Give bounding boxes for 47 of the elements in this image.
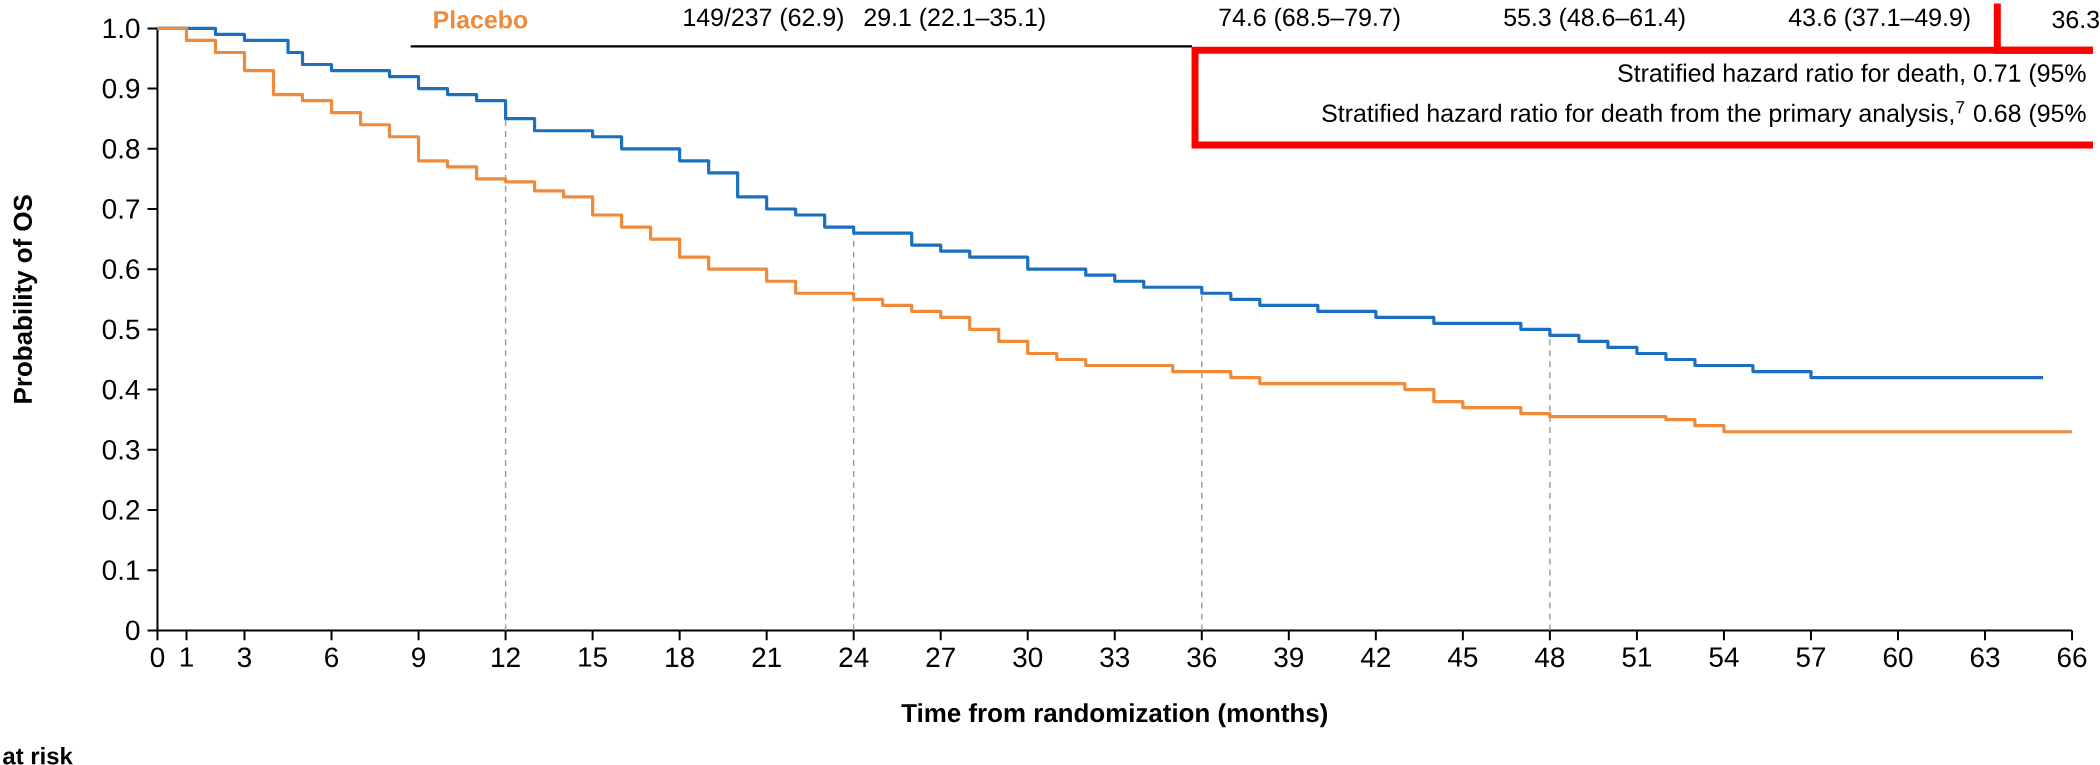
x-tick-label: 45 — [1447, 647, 1478, 667]
x-tick-label: 12 — [492, 647, 520, 667]
text: at risk — [3, 747, 73, 765]
annotation: 149/237 (62.9) — [684, 7, 843, 32]
y-tick-label: 1.0 — [103, 18, 140, 39]
x-tick-label: 15 — [579, 647, 607, 667]
annotation: 74.6 (68.5–79.7) — [1219, 7, 1400, 32]
y-tick-label: 0.5 — [102, 319, 140, 340]
x-tick-label: 57 — [1796, 647, 1826, 667]
x-tick-label: 42 — [1360, 647, 1390, 667]
x-tick-label: 66 — [2057, 647, 2087, 668]
x-tick-label: 21 — [752, 647, 781, 667]
x-tick-label: 9 — [412, 647, 425, 668]
y-tick-label: 0.4 — [102, 379, 140, 400]
y-tick-label: 0.7 — [102, 199, 140, 219]
x-tick-label: 6 — [325, 647, 339, 668]
x-axis-title: Time from randomization (months) — [901, 703, 1328, 728]
text: 36.3 — [2052, 10, 2099, 29]
x-tick-label: 60 — [1883, 647, 1913, 668]
y-tick-label: 0.8 — [102, 138, 140, 159]
x-tick-label: 30 — [1013, 647, 1043, 668]
x-tick-label: 33 — [1100, 647, 1130, 668]
y-axis-title: Probability of OS — [13, 195, 38, 403]
x-tick-label: 48 — [1535, 647, 1565, 668]
x-tick-label: 63 — [1970, 647, 2000, 668]
annotation: Stratified hazard ratio for death from the primary analysis,$^{7}$ 0.68 (95% — [1322, 101, 2086, 128]
y-tick-label: 0 — [126, 620, 140, 641]
text: Placebo — [434, 10, 528, 29]
x-tick-label: 39 — [1274, 647, 1303, 668]
annotation: 29.1 (22.1–35.1) — [864, 7, 1045, 32]
y-tick-label: 0.2 — [102, 500, 140, 520]
annotation: Stratified hazard ratio for death, 0.71 (95% — [1618, 63, 2086, 87]
x-tick-label: 36 — [1187, 647, 1217, 668]
x-tick-label: 1 — [180, 647, 193, 667]
x-tick-label: 24 — [839, 647, 869, 667]
y-tick-label: 0.6 — [102, 259, 140, 280]
x-tick-label: 51 — [1622, 647, 1652, 667]
x-tick-label: 27 — [926, 647, 955, 667]
x-tick-label: 18 — [666, 647, 694, 668]
y-tick-label: 0.9 — [102, 78, 140, 99]
annotation: 55.3 (48.6–61.4) — [1504, 7, 1685, 32]
annotation: 43.6 (37.1–49.9) — [1788, 7, 1970, 32]
y-tick-label: 0.1 — [102, 560, 140, 581]
x-tick-label: 0 — [150, 647, 165, 668]
x-tick-label: 54 — [1709, 647, 1739, 667]
x-tick-label: 3 — [237, 647, 252, 668]
y-tick-label: 0.3 — [102, 439, 140, 460]
